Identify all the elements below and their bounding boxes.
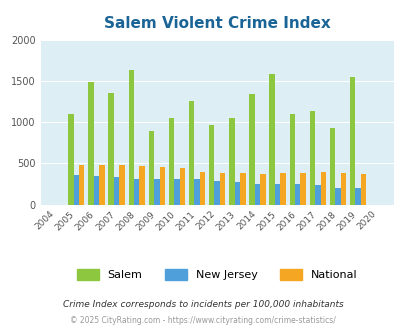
Bar — [340, 173, 345, 205]
Bar — [168, 118, 174, 205]
Text: © 2025 CityRating.com - https://www.cityrating.com/crime-statistics/: © 2025 CityRating.com - https://www.city… — [70, 316, 335, 325]
Bar — [249, 94, 254, 205]
Bar — [134, 179, 139, 205]
Bar — [220, 173, 225, 205]
Bar — [309, 111, 314, 205]
Bar — [269, 74, 274, 205]
Bar — [139, 166, 145, 205]
Bar — [148, 131, 154, 205]
Bar — [209, 125, 214, 205]
Bar — [229, 118, 234, 205]
Bar — [199, 172, 205, 205]
Bar — [73, 175, 79, 205]
Bar — [113, 178, 119, 205]
Text: Crime Index corresponds to incidents per 100,000 inhabitants: Crime Index corresponds to incidents per… — [62, 300, 343, 309]
Bar — [128, 70, 134, 205]
Bar — [94, 176, 99, 205]
Bar — [314, 185, 320, 205]
Bar — [99, 165, 104, 205]
Bar — [329, 128, 335, 205]
Bar — [320, 172, 325, 205]
Bar — [274, 183, 279, 205]
Bar — [159, 168, 164, 205]
Bar — [108, 93, 113, 205]
Bar — [254, 183, 260, 205]
Bar — [279, 173, 285, 205]
Bar — [88, 82, 94, 205]
Bar — [289, 114, 294, 205]
Bar — [300, 173, 305, 205]
Title: Salem Violent Crime Index: Salem Violent Crime Index — [104, 16, 330, 31]
Bar — [179, 168, 185, 205]
Bar — [239, 173, 245, 205]
Bar — [260, 174, 265, 205]
Bar — [349, 77, 355, 205]
Bar — [360, 174, 365, 205]
Bar — [154, 180, 159, 205]
Bar — [119, 165, 124, 205]
Legend: Salem, New Jersey, National: Salem, New Jersey, National — [71, 263, 362, 285]
Bar — [214, 181, 220, 205]
Bar — [188, 102, 194, 205]
Bar — [234, 182, 239, 205]
Bar — [194, 180, 199, 205]
Bar — [68, 114, 73, 205]
Bar — [335, 188, 340, 205]
Bar — [79, 165, 84, 205]
Bar — [174, 180, 179, 205]
Bar — [355, 188, 360, 205]
Bar — [294, 184, 300, 205]
